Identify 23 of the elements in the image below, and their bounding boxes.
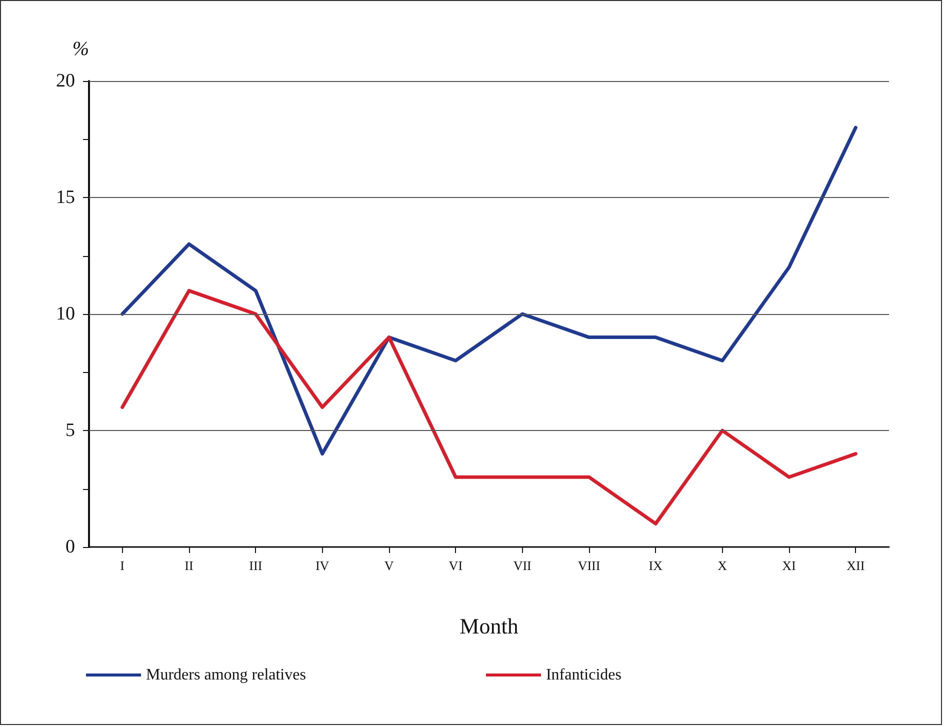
x-tick-label: VIII <box>578 558 600 573</box>
y-axis-title: % <box>72 38 89 60</box>
legend-label: Murders among relatives <box>146 666 306 684</box>
x-tick-label: III <box>249 558 262 573</box>
x-tick-label: II <box>184 558 194 573</box>
x-tick-label: XI <box>782 558 796 573</box>
y-tick-label: 20 <box>56 70 75 92</box>
x-tick-label: IX <box>648 558 664 573</box>
x-tick-label: X <box>718 558 728 573</box>
x-tick-label: VII <box>513 558 532 573</box>
y-tick-label: 10 <box>56 304 75 324</box>
y-tick-label: 15 <box>56 187 75 208</box>
x-tick-label: VI <box>448 558 463 573</box>
x-tick-label: V <box>384 558 394 573</box>
y-tick-label: 0 <box>66 536 75 558</box>
line-series <box>120 288 858 526</box>
x-tick-label: IV <box>315 558 330 573</box>
x-axis-title: Month <box>460 614 518 638</box>
x-tick-label: XII <box>846 558 865 573</box>
legend-label: Infanticides <box>546 666 622 684</box>
x-tick-label: I <box>120 558 125 573</box>
line-series <box>120 126 858 456</box>
y-tick-label: 5 <box>66 420 75 441</box>
